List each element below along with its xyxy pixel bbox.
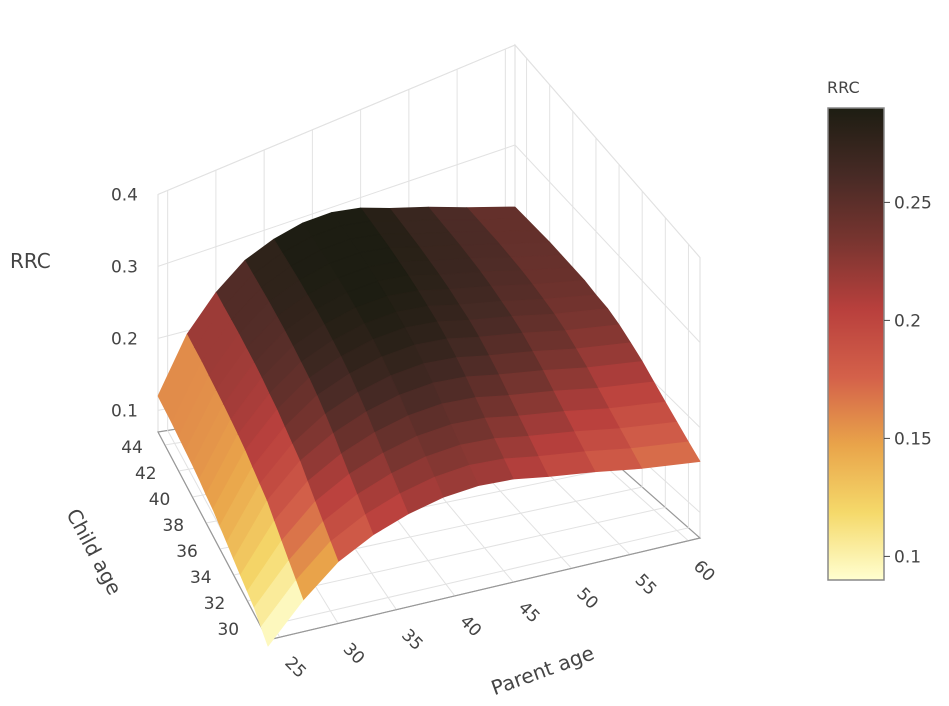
z-tick-label: 0.4 xyxy=(111,185,138,205)
surface-patch xyxy=(260,580,304,647)
x-tick-label: 60 xyxy=(689,556,718,585)
side-grid-z xyxy=(514,144,701,343)
y-tick-label: 42 xyxy=(135,464,157,484)
x-tick-label: 45 xyxy=(514,598,543,627)
rrc-surface xyxy=(157,206,701,647)
colorbar-title: RRC xyxy=(827,78,860,97)
y-tick-label: 30 xyxy=(217,620,239,640)
y-tick-label: 32 xyxy=(204,594,226,614)
x-tick-label: 40 xyxy=(456,612,485,641)
z-tick-label: 0.3 xyxy=(111,257,138,277)
x-axis-line xyxy=(267,537,701,641)
colorbar-tick-label: 0.25 xyxy=(894,193,932,213)
back-grid-z xyxy=(157,44,516,195)
colorbar-ticks: 0.1 0.15 0.2 0.25 xyxy=(884,193,932,567)
z-tick-label: 0.2 xyxy=(111,329,138,349)
y-tick-label: 38 xyxy=(162,516,184,536)
colorbar-tick-label: 0.1 xyxy=(894,547,921,567)
x-tick-label: 25 xyxy=(280,653,309,682)
z-axis-title: RRC xyxy=(10,249,51,273)
x-tick-label: 55 xyxy=(631,570,660,599)
colorbar-gradient xyxy=(827,107,885,581)
floor-grid-y xyxy=(247,506,666,602)
y-tick-label: 34 xyxy=(190,568,212,588)
y-tick-label: 44 xyxy=(121,438,143,458)
side-grid-z xyxy=(514,44,701,258)
y-tick-label: 40 xyxy=(149,490,171,510)
x-axis-title: Parent age xyxy=(488,641,597,700)
colorbar-tick-label: 0.2 xyxy=(894,311,921,331)
x-tick-label: 35 xyxy=(397,625,426,654)
back-grid-z xyxy=(157,144,516,267)
x-tick-label: 50 xyxy=(572,584,601,613)
y-axis-title: Child age xyxy=(62,505,127,599)
x-tick-label: 30 xyxy=(339,639,368,668)
y-tick-label: 36 xyxy=(176,542,198,562)
floor-grid-y xyxy=(261,527,689,628)
colorbar-tick-label: 0.15 xyxy=(894,429,932,449)
y-axis-line xyxy=(157,431,269,641)
z-tick-label: 0.1 xyxy=(111,401,138,421)
colorbar: RRC 0.1 0.15 0.2 0.25 xyxy=(827,78,932,581)
